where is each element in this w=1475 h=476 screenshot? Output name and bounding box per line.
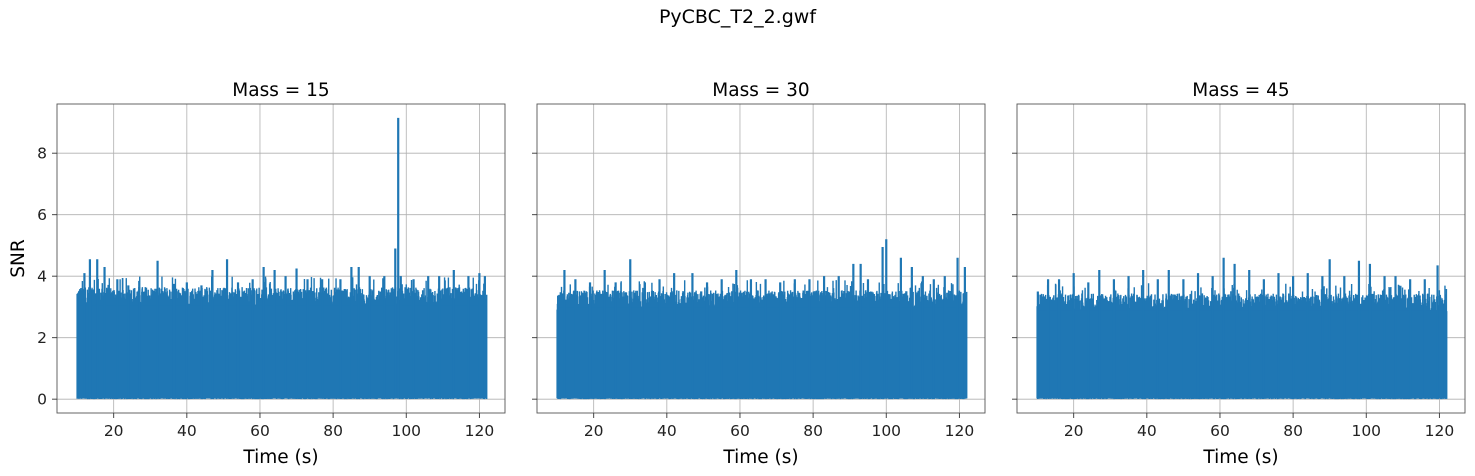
x-tick-label: 60 [730, 422, 750, 440]
x-axis-label: Time (s) [1202, 447, 1278, 468]
subplot-title: Mass = 15 [232, 80, 329, 101]
x-axis-label: Time (s) [722, 447, 798, 468]
x-tick-label: 120 [945, 422, 975, 440]
y-tick-label: 6 [37, 206, 47, 224]
x-tick-label: 120 [465, 422, 495, 440]
x-tick-label: 80 [1283, 422, 1303, 440]
subplot-2: 20 40 60 80 100 120 Mass = 30 Time (s) [532, 80, 986, 468]
y-tick-label: 8 [37, 145, 47, 163]
x-tick-label: 20 [104, 422, 124, 440]
x-tick-label: 20 [584, 422, 604, 440]
axes-frame [1016, 103, 1466, 414]
y-tick-label: 4 [37, 268, 47, 286]
y-tick-label: 2 [37, 329, 47, 347]
y-tick-label: 0 [37, 391, 47, 409]
x-tick-label: 60 [250, 422, 270, 440]
x-tick-label: 40 [657, 422, 677, 440]
x-tick-label: 80 [803, 422, 823, 440]
subplot-title: Mass = 30 [712, 80, 809, 101]
subplot-1: 20 40 60 80 100 120 0 2 4 6 8 Mass = 15 Time (s) SNR [8, 80, 506, 468]
subplot-3: 20 40 60 80 100 120 Mass = 45 Time (s) [1012, 80, 1466, 468]
x-tick-label: 100 [1351, 422, 1381, 440]
series-band [557, 307, 967, 399]
axes-frame [536, 103, 986, 414]
x-tick-label: 40 [1137, 422, 1157, 440]
y-axis-label: SNR [8, 239, 29, 278]
series-band [1037, 310, 1447, 399]
axes-frame [56, 103, 506, 414]
x-tick-label: 100 [391, 422, 421, 440]
x-tick-label: 120 [1425, 422, 1455, 440]
x-tick-label: 100 [871, 422, 901, 440]
x-tick-label: 80 [323, 422, 343, 440]
series-band [77, 305, 487, 399]
figure-title: PyCBC_T2_2.gwf [658, 6, 817, 28]
x-tick-label: 60 [1210, 422, 1230, 440]
x-tick-label: 20 [1064, 422, 1084, 440]
x-tick-label: 40 [177, 422, 197, 440]
subplot-title: Mass = 45 [1192, 80, 1289, 101]
x-axis-label: Time (s) [242, 447, 318, 468]
